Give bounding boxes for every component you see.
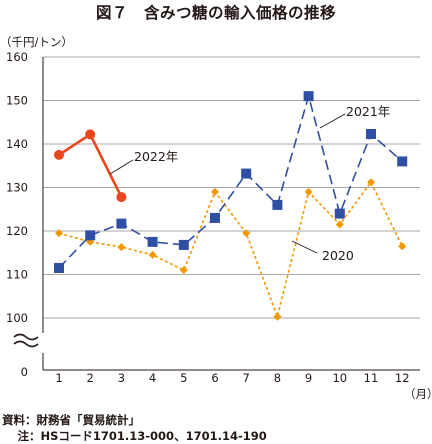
data-point [85,129,96,140]
series-line-2021年 [58,95,403,269]
x-tick-label: 2 [87,371,94,385]
leader-line [291,240,318,254]
x-tick-label: 8 [274,371,281,385]
data-point [210,212,220,223]
data-point [273,312,282,321]
series-label: 2021年 [346,104,390,119]
data-point [148,250,157,259]
x-tick-label: 6 [211,371,218,385]
data-point [397,156,408,167]
series-label: 2020 [322,248,354,263]
data-point [367,178,375,187]
x-tick-label: 3 [118,371,125,385]
data-point [303,91,314,102]
data-point [116,218,127,229]
data-point [54,149,64,160]
y-tick-label-zero: 0 [21,365,28,379]
series-label: 2022年 [134,149,178,164]
data-point [117,243,126,252]
x-tick-label: 10 [332,371,347,385]
data-point [304,187,313,196]
y-tick-label: 140 [6,137,28,151]
data-point [179,266,188,275]
data-point [178,239,189,250]
data-point [398,242,407,251]
y-tick-label: 100 [6,311,28,325]
axes [13,57,420,371]
leader-line [109,159,134,175]
y-tick-label: 110 [6,268,28,282]
y-tick-label: 160 [6,50,28,64]
x-tick-label: 4 [149,371,156,385]
axis-break-icon [13,340,39,348]
axis-break-icon [13,333,39,341]
x-tick-label: 11 [364,371,379,385]
source-note: 資料：財務省「貿易統計」 [2,413,140,427]
x-tick-label: 5 [180,371,187,385]
y-tick-label: 120 [6,224,28,238]
data-point [241,168,252,179]
y-axis-label: （千円/トン） [0,35,73,49]
series-labels: 2020 2021年 2022年 [109,104,390,263]
data-point [242,229,251,238]
y-tick-label: 130 [6,181,28,195]
code-note: 注：HSコード1701.13-000、1701.14-190 [6,429,267,443]
data-point [272,199,283,210]
gridlines [43,56,420,319]
data-point [334,208,345,219]
x-tick-label: 12 [395,371,410,385]
data-point [55,229,63,238]
data-markers [54,91,408,321]
data-point [211,187,219,196]
data-point [54,262,64,273]
data-point [85,230,96,241]
x-tick-label: 7 [243,371,250,385]
data-point [335,220,344,229]
chart-title: 図７ 含みつ糖の輸入価格の推移 [95,4,336,22]
leader-line [319,113,346,129]
x-axis-label: （月） [404,387,432,401]
series-lines [58,95,403,318]
x-tick-label: 1 [55,371,62,385]
data-point [147,236,158,247]
data-point [366,128,376,139]
data-point [116,192,127,203]
x-tick-label: 9 [305,371,312,385]
y-tick-label: 150 [6,94,28,108]
